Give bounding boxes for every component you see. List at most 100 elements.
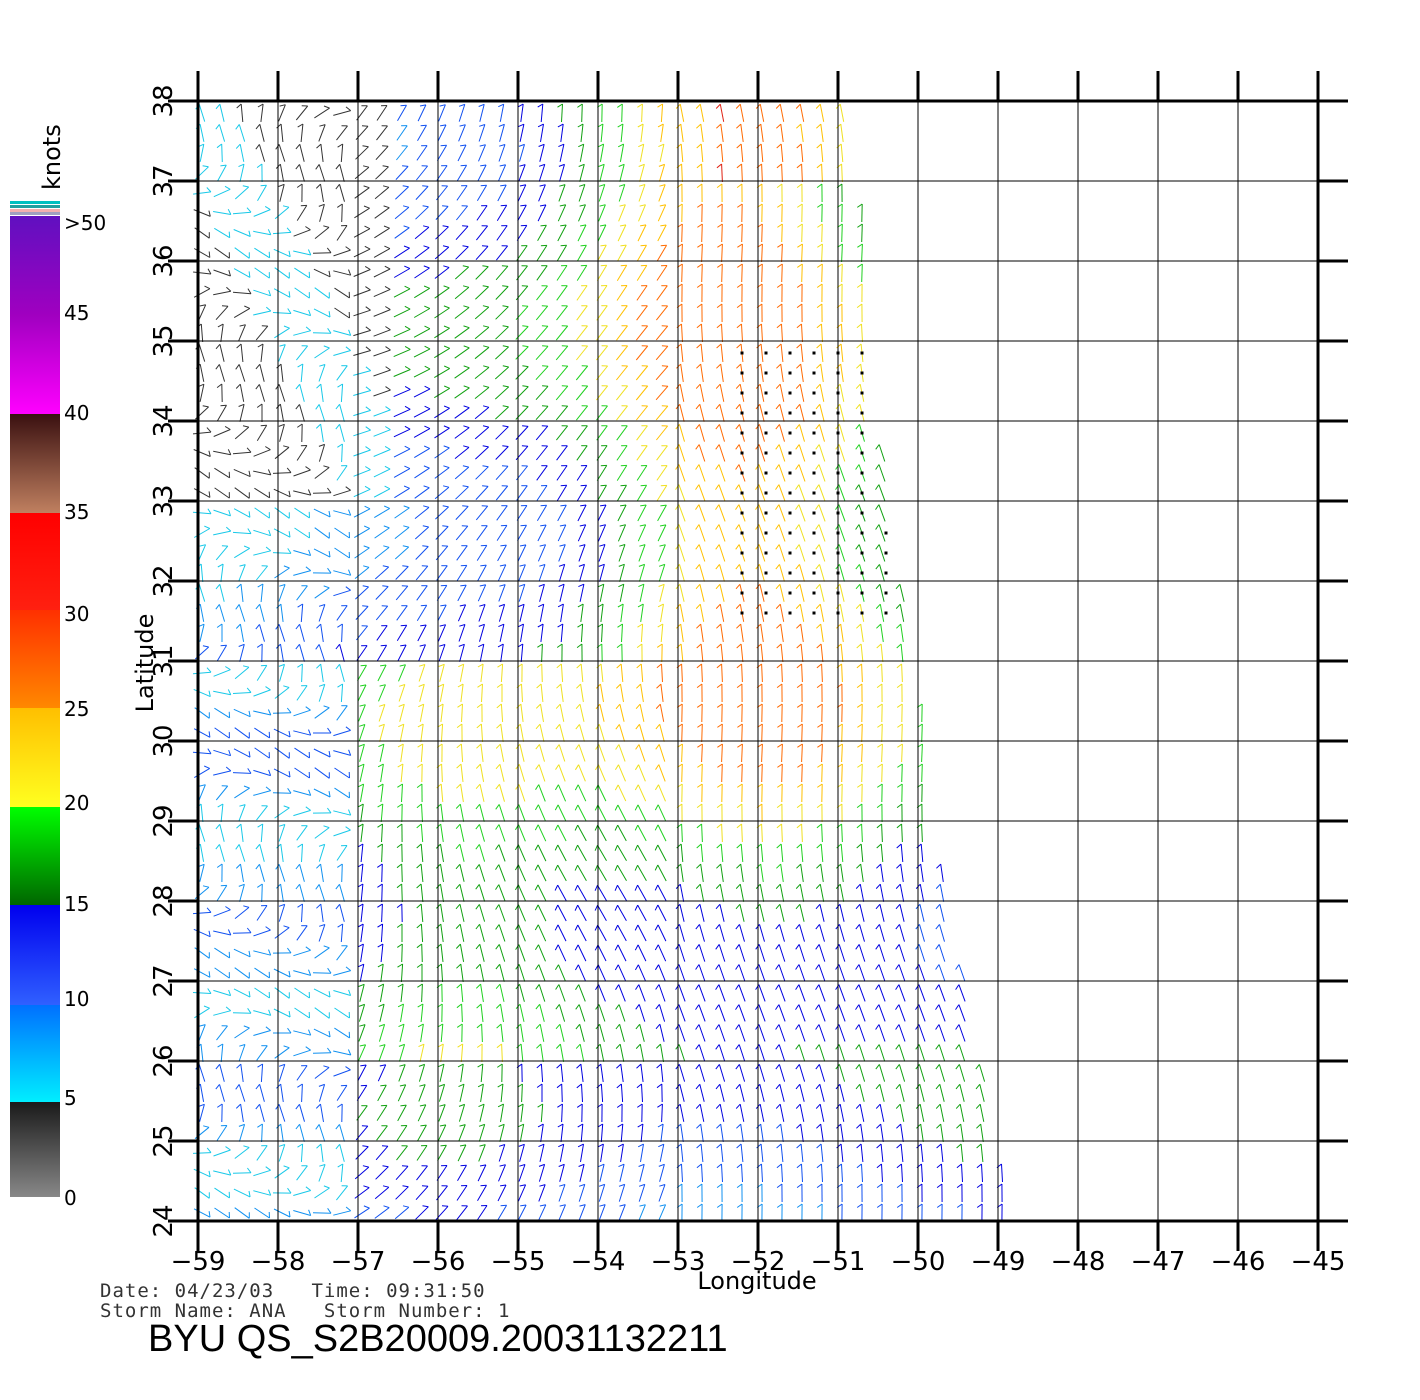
wind-barb: [348, 509, 352, 516]
wind-vector: [517, 844, 527, 862]
wind-barb: [916, 1123, 922, 1129]
wind-vector: [259, 864, 265, 882]
wind-vector: [560, 1063, 564, 1083]
wind-barb: [654, 844, 659, 851]
wind-barb: [295, 643, 300, 650]
wind-barb: [243, 905, 250, 908]
wind-vector: [480, 984, 484, 1002]
wind-barb: [935, 1064, 940, 1070]
wind-barb: [775, 524, 780, 530]
wind-barb: [875, 583, 881, 590]
wind-vector: [599, 1164, 605, 1182]
wind-barb: [255, 624, 260, 630]
wind-barb: [676, 363, 682, 369]
wind-barb: [537, 643, 543, 648]
wind-barb: [594, 885, 598, 891]
wind-barb: [619, 1204, 626, 1207]
wind-barb: [955, 1083, 961, 1090]
wind-barb: [327, 328, 332, 334]
wind-barb: [736, 643, 742, 649]
wind-barb: [268, 1189, 272, 1196]
wind-barb: [257, 103, 264, 108]
wind-vector: [556, 265, 568, 281]
wind-barb: [816, 343, 822, 349]
wind-barb: [305, 466, 311, 471]
wind-barb: [795, 383, 801, 389]
wind-barb: [717, 203, 723, 208]
wind-vector: [655, 345, 669, 361]
wind-barb: [457, 703, 463, 708]
wind-vector: [273, 488, 291, 498]
wind-barb: [500, 544, 507, 547]
wind-barb: [217, 1103, 223, 1108]
wind-barb: [236, 823, 242, 829]
wind-vector: [656, 285, 668, 301]
wind-barb: [935, 944, 940, 950]
wind-barb: [542, 345, 549, 347]
lat-tick-label: 32: [149, 564, 179, 597]
wind-vector: [780, 624, 784, 642]
wind-barb: [345, 1066, 351, 1071]
wind-barb: [235, 143, 241, 149]
wind-barb: [695, 464, 700, 470]
wind-vector: [455, 246, 469, 260]
wind-vector: [860, 624, 864, 642]
wind-barb: [796, 703, 803, 708]
wind-barb: [736, 183, 743, 189]
wind-vector: [821, 243, 823, 263]
wind-vector: [900, 864, 904, 882]
wind-barb: [835, 544, 840, 550]
wind-vector: [299, 1104, 305, 1122]
wind-vector: [359, 964, 365, 982]
wind-vector: [599, 144, 605, 162]
wind-vector: [819, 584, 825, 602]
wind-vector: [618, 984, 626, 1002]
wind-barb: [323, 825, 330, 829]
wind-vector: [898, 964, 906, 982]
wind-barb: [497, 643, 504, 648]
wind-vector: [213, 429, 231, 437]
wind-barb: [215, 844, 220, 850]
wind-barb: [696, 803, 703, 808]
wind-vector: [456, 565, 468, 581]
wind-barb: [419, 664, 426, 667]
wind-vector: [578, 1184, 586, 1202]
wind-vector: [819, 884, 825, 902]
wind-barb: [696, 1163, 702, 1169]
wind-barb: [576, 663, 582, 669]
wind-vector: [781, 1163, 783, 1183]
wind-barb: [737, 263, 743, 268]
wind-barb: [442, 225, 449, 228]
wind-barb: [477, 683, 483, 688]
wind-barb: [696, 623, 702, 629]
wind-barb: [337, 1103, 343, 1108]
wind-barb: [777, 263, 783, 268]
wind-vector: [878, 444, 886, 462]
wind-barb: [618, 1183, 625, 1187]
wind-vector: [495, 326, 509, 340]
wind-barb: [297, 1083, 303, 1088]
wind-vector: [858, 964, 866, 982]
wind-vector: [314, 1007, 330, 1019]
wind-barb: [895, 603, 901, 609]
wind-vector: [435, 506, 449, 520]
wind-vector: [900, 1124, 904, 1142]
wind-vector: [801, 163, 803, 183]
wind-barb: [297, 903, 303, 908]
wind-barb: [639, 1204, 646, 1207]
wind-vector: [901, 663, 903, 683]
wind-barb: [257, 343, 264, 348]
wind-barb: [735, 464, 740, 470]
wind-vector: [577, 864, 587, 882]
wind-barb: [776, 303, 783, 309]
wind-vector: [798, 944, 806, 962]
wind-barb: [935, 1103, 941, 1109]
wind-vector: [575, 365, 589, 381]
wind-vector: [293, 1030, 311, 1036]
wind-vector: [501, 1043, 503, 1063]
wind-vector: [879, 584, 885, 602]
wind-vector: [537, 1204, 547, 1222]
wind-barb: [614, 804, 619, 811]
wind-vector: [198, 824, 206, 842]
wind-barb: [235, 1103, 241, 1109]
